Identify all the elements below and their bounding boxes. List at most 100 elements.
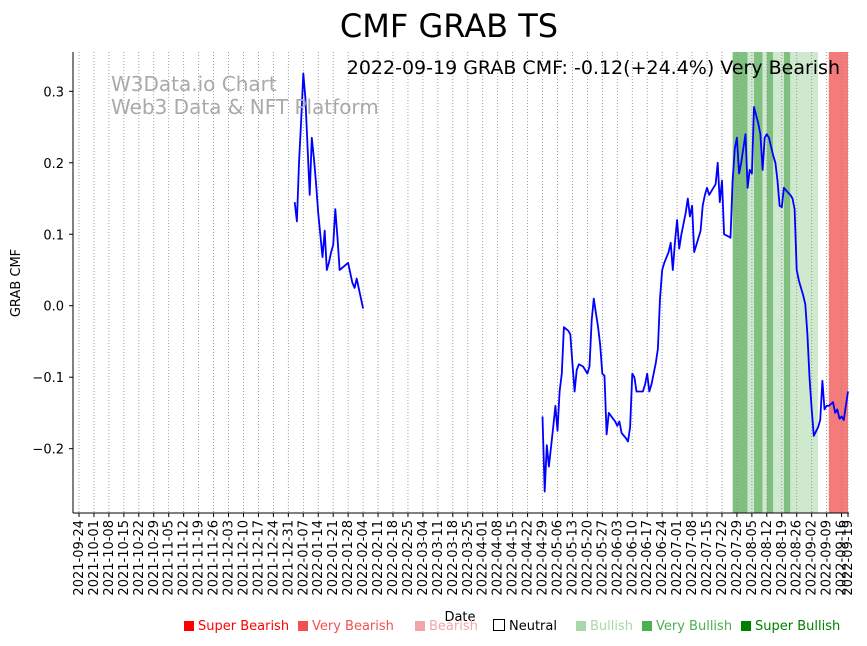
x-tick-label-11: 2021-12-10	[236, 520, 251, 596]
x-tick-label-5: 2021-10-29	[147, 520, 162, 596]
x-tick-label-12: 2021-12-17	[251, 520, 266, 596]
watermark-line-2: Web3 Data & NFT Platform	[111, 95, 379, 119]
x-tick-label-42: 2022-07-15	[700, 520, 715, 596]
x-tick-label-6: 2021-11-05	[162, 520, 177, 596]
x-tick-label-30: 2022-04-22	[521, 520, 536, 596]
x-tick-label-23: 2022-03-04	[416, 520, 431, 596]
y-tick-label-5: 0.3	[43, 85, 64, 100]
x-ticks: 2021-09-24 2021-10-01 2021-10-08 2021-10-15…	[72, 513, 856, 596]
x-tick-label-28: 2022-04-08	[491, 520, 506, 596]
legend-label: Bullish	[590, 619, 634, 634]
x-tick-label-8: 2021-11-19	[192, 520, 207, 596]
band-0	[732, 52, 737, 513]
legend-item-super-bearish: Super Bearish	[184, 619, 289, 634]
legend-swatch	[184, 621, 194, 631]
x-tick-label-51: 2022-09-16	[835, 520, 850, 596]
x-tick-label-45: 2022-08-05	[745, 520, 760, 596]
x-tick-label-44: 2022-07-29	[730, 520, 745, 596]
chart-subtitle: 2022-09-19 GRAB CMF: -0.12(+24.4%) Very …	[347, 57, 840, 79]
legend: Super Bearish Very Bearish Bearish Neutral B…	[0, 619, 867, 639]
x-tick-label-38: 2022-06-17	[640, 520, 655, 596]
legend-item-super-bullish: Super Bullish	[741, 619, 840, 634]
axes	[72, 52, 849, 514]
y-tick-label-3: 0.1	[43, 228, 64, 243]
legend-item-bullish: Bullish	[576, 619, 633, 634]
legend-item-very-bullish: Very Bullish	[642, 619, 732, 634]
y-tick-label-0: −0.2	[32, 443, 64, 458]
x-tick-label-9: 2021-11-26	[207, 520, 222, 596]
band-6	[773, 52, 784, 513]
x-tick-label-18: 2022-01-28	[341, 520, 356, 596]
x-tick-label-27: 2022-04-01	[476, 520, 491, 596]
legend-swatch	[493, 619, 505, 631]
x-tick-label-31: 2022-04-29	[536, 520, 551, 596]
x-tick-label-20: 2022-02-11	[371, 520, 386, 596]
series-segment-1	[541, 106, 849, 493]
x-tick-label-48: 2022-08-26	[790, 520, 805, 596]
x-tick-label-32: 2022-05-06	[550, 520, 565, 596]
x-tick-label-50: 2022-09-09	[820, 520, 835, 596]
x-tick-label-3: 2021-10-15	[117, 520, 132, 596]
x-tick-label-22: 2022-02-25	[401, 520, 416, 596]
x-tick-label-2: 2021-10-08	[102, 520, 117, 596]
legend-item-very-bearish: Very Bearish	[298, 619, 394, 634]
x-tick-label-21: 2022-02-18	[386, 520, 401, 596]
x-tick-label-47: 2022-08-19	[775, 520, 790, 596]
y-tick-label-2: 0.0	[43, 300, 64, 315]
x-tick-label-19: 2022-02-04	[356, 520, 371, 596]
x-tick-label-36: 2022-06-03	[610, 520, 625, 596]
y-axis-label: GRAB CMF	[9, 249, 24, 317]
x-tick-label-7: 2021-11-12	[177, 520, 192, 596]
legend-swatch	[576, 621, 586, 631]
band-10	[828, 52, 848, 513]
x-tick-label-29: 2022-04-15	[506, 520, 521, 596]
legend-label: Very Bullish	[656, 619, 733, 634]
x-tick-label-15: 2022-01-07	[296, 520, 311, 596]
legend-label: Super Bearish	[198, 619, 290, 634]
x-tick-label-34: 2022-05-20	[580, 520, 595, 596]
x-tick-label-13: 2021-12-24	[266, 520, 281, 596]
cmf-series	[293, 72, 849, 493]
x-tick-label-10: 2021-12-03	[222, 520, 237, 596]
x-tick-label-41: 2022-07-08	[685, 520, 700, 596]
legend-label: Super Bullish	[755, 619, 841, 634]
x-tick-label-49: 2022-09-02	[805, 520, 820, 596]
series-segment-0	[293, 72, 364, 309]
x-tick-label-46: 2022-08-12	[760, 520, 775, 596]
x-tick-label-24: 2022-03-11	[431, 520, 446, 596]
band-3	[754, 52, 763, 513]
y-tick-label-4: 0.2	[43, 157, 64, 172]
y-tick-label-1: −0.1	[32, 371, 64, 386]
x-tick-label-16: 2022-01-14	[311, 520, 326, 596]
x-tick-label-4: 2021-10-22	[132, 520, 147, 596]
x-tick-label-14: 2021-12-31	[281, 520, 296, 596]
band-9	[818, 52, 829, 513]
chart-title: CMF GRAB TS	[340, 7, 558, 45]
signal-bands	[732, 52, 848, 513]
legend-item-neutral: Neutral	[493, 619, 557, 634]
legend-label: Very Bearish	[312, 619, 394, 634]
watermark-line-1: W3Data.io Chart	[111, 72, 277, 96]
legend-swatch	[415, 621, 425, 631]
band-1	[736, 52, 748, 513]
x-tick-label-43: 2022-07-22	[715, 520, 730, 596]
x-tick-label-26: 2022-03-25	[461, 520, 476, 596]
x-tick-label-52: 2022-09-19	[841, 520, 856, 596]
legend-swatch	[298, 621, 308, 631]
band-2	[747, 52, 755, 513]
x-tick-label-35: 2022-05-27	[595, 520, 610, 596]
y-ticks: −0.2 −0.1 0.0 0.1 0.2 0.3	[32, 85, 73, 458]
x-tick-label-39: 2022-06-24	[655, 520, 670, 596]
legend-label: Neutral	[509, 619, 557, 634]
x-tick-label-0: 2021-09-24	[72, 520, 87, 596]
legend-swatch	[642, 621, 652, 631]
band-7	[783, 52, 791, 513]
x-tick-label-33: 2022-05-13	[565, 520, 580, 596]
x-tick-label-40: 2022-07-01	[670, 520, 685, 596]
x-tick-label-17: 2022-01-21	[326, 520, 341, 596]
legend-item-bearish: Bearish	[415, 619, 478, 634]
x-tick-label-25: 2022-03-18	[446, 520, 461, 596]
band-8	[790, 52, 819, 513]
legend-label: Bearish	[429, 619, 478, 634]
